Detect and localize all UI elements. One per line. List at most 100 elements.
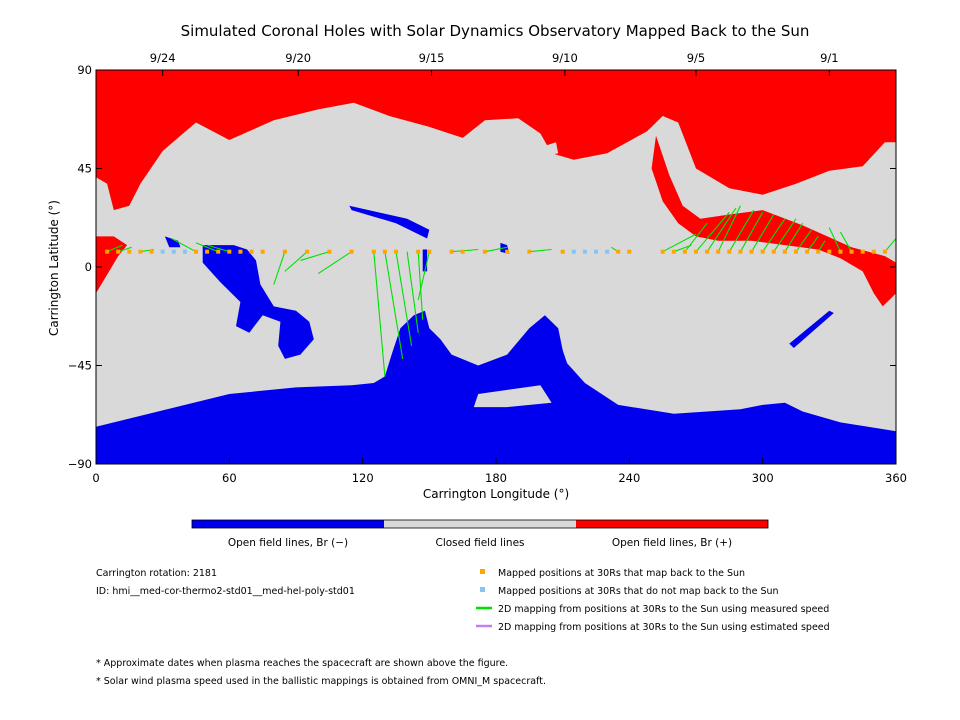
measured-mapping-line-9 [317, 251, 352, 275]
measured-mapping-line-24 [706, 207, 737, 252]
mapped-point-48 [871, 249, 876, 254]
mapped-point-4 [149, 249, 154, 254]
mapped-point-46 [849, 249, 854, 254]
mapped-point-17 [382, 249, 387, 254]
mapped-point-35 [727, 249, 732, 254]
mapped-point-19 [416, 249, 421, 254]
y-tick-label-0: 90 [77, 63, 92, 77]
legend-marker-1 [480, 587, 485, 592]
mapped-point-7 [216, 249, 221, 254]
mapped-point-41 [794, 249, 798, 254]
measured-mapping-line-6 [273, 251, 286, 285]
coronal-hole-regions [96, 70, 896, 464]
mapped-point-0 [105, 249, 110, 254]
x-tick-label-5: 300 [752, 471, 774, 485]
mapped-point-15 [349, 249, 354, 254]
mapped-point-29 [660, 249, 665, 254]
mapped-point-31 [682, 249, 687, 254]
legend-label-1: Mapped positions at 30Rs that do not map… [498, 586, 779, 597]
unmapped-point-5 [594, 249, 598, 254]
mapped-points [105, 249, 887, 254]
note-speed: * Solar wind plasma speed used in the ba… [96, 676, 546, 687]
mapping-lines [106, 205, 897, 377]
x-tick-label-1: 60 [222, 471, 237, 485]
measured-mapping-line-13 [406, 251, 419, 333]
date-label-3: 9/10 [552, 51, 578, 65]
mapped-point-40 [782, 249, 787, 254]
measured-mapping-line-12 [395, 251, 413, 346]
measured-mapping-line-25 [717, 205, 741, 252]
unmapped-point-6 [605, 249, 610, 254]
mapped-point-42 [805, 249, 810, 254]
mapped-point-39 [771, 249, 776, 254]
y-tick-label-1: 45 [77, 162, 92, 176]
mapped-point-3 [138, 249, 143, 254]
measured-mapping-line-4 [195, 242, 219, 253]
mapped-point-34 [716, 249, 721, 254]
midlat-negative-hole [202, 245, 314, 359]
mapped-point-5 [194, 249, 198, 254]
measured-mapping-line-18 [529, 248, 552, 253]
measured-mapping-line-5 [206, 244, 230, 253]
measured-mapping-line-37 [884, 238, 897, 253]
legend-label-0: Mapped positions at 30Rs that map back t… [498, 568, 745, 579]
unmapped-point-0 [160, 249, 165, 254]
mapped-point-28 [627, 249, 632, 254]
measured-mapping-line-11 [384, 251, 404, 360]
mapped-point-24 [505, 249, 510, 254]
unmapped-point-2 [182, 249, 187, 254]
mapped-point-36 [738, 249, 743, 254]
date-label-4: 9/5 [687, 51, 706, 65]
mapped-point-32 [694, 249, 698, 254]
x-axis-label: Carrington Longitude (°) [423, 487, 569, 501]
negative-streak [789, 310, 834, 348]
mapped-point-1 [116, 249, 121, 254]
south-closed-island [473, 385, 552, 408]
mapped-point-30 [671, 249, 676, 254]
measured-mapping-line-1 [118, 246, 132, 253]
mapped-point-9 [238, 249, 243, 254]
mapped-point-23 [482, 249, 487, 254]
mapped-point-10 [249, 249, 254, 254]
mapped-point-12 [282, 249, 287, 254]
y-axis-label: Carrington Latitude (°) [47, 200, 61, 336]
colorbar: Open field lines, Br (−) Closed field lin… [191, 519, 769, 549]
x-tick-label-6: 360 [885, 471, 907, 485]
axes: 0 60 120 180 240 300 360 90 45 0 −45 −90 9/24 9/20 9/1… [68, 51, 907, 485]
date-label-5: 9/1 [820, 51, 839, 65]
mapped-point-6 [205, 249, 210, 254]
measured-mapping-line-15 [417, 251, 430, 300]
chart-title: Simulated Coronal Holes with Solar Dynam… [181, 22, 810, 40]
mapped-point-16 [371, 249, 376, 254]
mapped-point-13 [305, 249, 310, 254]
mapped-point-8 [227, 249, 232, 254]
measured-mapping-line-35 [828, 227, 841, 252]
run-id-text: ID: hmi__med-cor-thermo2-std01__med-hel-… [96, 586, 355, 597]
x-tick-label-3: 180 [485, 471, 507, 485]
measured-mapping-line-28 [751, 214, 775, 252]
mapped-point-26 [560, 249, 565, 254]
mapped-point-37 [749, 249, 754, 254]
negative-line [422, 249, 428, 272]
measured-mapping-line-22 [684, 222, 708, 253]
mapped-point-49 [882, 249, 887, 254]
mapped-point-14 [327, 249, 332, 254]
mapped-point-27 [616, 249, 621, 254]
measured-mapping-line-20 [662, 233, 697, 253]
mapped-point-2 [127, 249, 132, 254]
mapped-point-43 [816, 249, 821, 254]
colorbar-label-2: Open field lines, Br (+) [612, 537, 732, 549]
measured-mapping-line-0 [106, 244, 123, 253]
y-tick-label-3: −45 [68, 359, 92, 373]
mapped-point-25 [527, 249, 532, 254]
south-negative-hole [96, 310, 896, 464]
y-tick-label-2: 0 [85, 260, 92, 274]
mapped-point-33 [705, 249, 710, 254]
east-positive-hole [651, 135, 896, 307]
x-tick-label-2: 120 [352, 471, 374, 485]
date-label-0: 9/24 [150, 51, 176, 65]
measured-mapping-line-32 [795, 229, 813, 252]
mapped-point-47 [860, 249, 865, 254]
unmapped-point-4 [582, 249, 587, 254]
legend-marker-0 [480, 569, 485, 574]
